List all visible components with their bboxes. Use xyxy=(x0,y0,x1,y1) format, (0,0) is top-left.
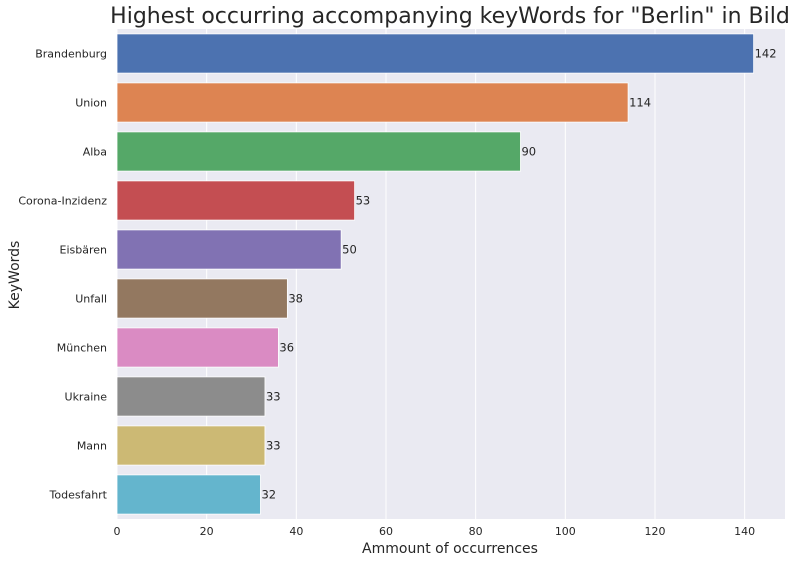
bar xyxy=(116,82,629,123)
x-tick-label: 100 xyxy=(555,525,576,538)
data-label: 90 xyxy=(521,145,536,159)
bar xyxy=(116,33,755,74)
x-axis-ticks: 0 20 40 60 80 100 120 140 xyxy=(114,525,756,538)
y-tick-label: Brandenburg xyxy=(35,48,107,61)
data-label: 33 xyxy=(266,439,281,453)
bar xyxy=(116,131,521,172)
bar xyxy=(116,425,266,466)
data-label: 142 xyxy=(755,47,777,61)
x-tick-label: 60 xyxy=(379,525,393,538)
bars xyxy=(116,33,755,515)
data-label: 50 xyxy=(342,243,357,257)
y-tick-label: Mann xyxy=(77,440,107,453)
y-axis-ticks: Brandenburg Union Alba Corona-Inzidenz Eisbä… xyxy=(18,48,107,502)
x-tick-label: 20 xyxy=(200,525,214,538)
data-label: 38 xyxy=(288,292,303,306)
y-tick-label: Union xyxy=(75,97,107,110)
data-labels: 142 114 90 53 50 38 36 33 33 32 xyxy=(261,47,776,502)
data-label: 53 xyxy=(356,194,371,208)
bar xyxy=(116,376,266,417)
chart-title: Highest occurring accompanying keyWords … xyxy=(110,4,790,29)
y-tick-label: Ukraine xyxy=(65,391,108,404)
bar xyxy=(116,180,356,221)
bar xyxy=(116,278,288,319)
y-tick-label: Todesfahrt xyxy=(49,489,108,502)
y-tick-label: Alba xyxy=(83,146,107,159)
x-tick-label: 0 xyxy=(114,525,121,538)
x-tick-label: 40 xyxy=(289,525,303,538)
data-label: 36 xyxy=(279,341,294,355)
x-tick-label: 120 xyxy=(644,525,665,538)
y-tick-label: Corona-Inzidenz xyxy=(18,195,107,208)
x-tick-label: 140 xyxy=(734,525,755,538)
x-axis-label: Ammount of occurrences xyxy=(362,541,538,557)
bar xyxy=(116,229,342,270)
y-axis-label: KeyWords xyxy=(7,241,23,310)
bar xyxy=(116,327,279,368)
data-label: 114 xyxy=(629,96,651,110)
y-tick-label: Eisbären xyxy=(60,244,108,257)
data-label: 33 xyxy=(266,390,281,404)
y-tick-label: München xyxy=(57,342,107,355)
bar xyxy=(116,474,261,515)
y-tick-label: Unfall xyxy=(75,293,107,306)
x-tick-label: 80 xyxy=(469,525,483,538)
data-label: 32 xyxy=(261,488,276,502)
